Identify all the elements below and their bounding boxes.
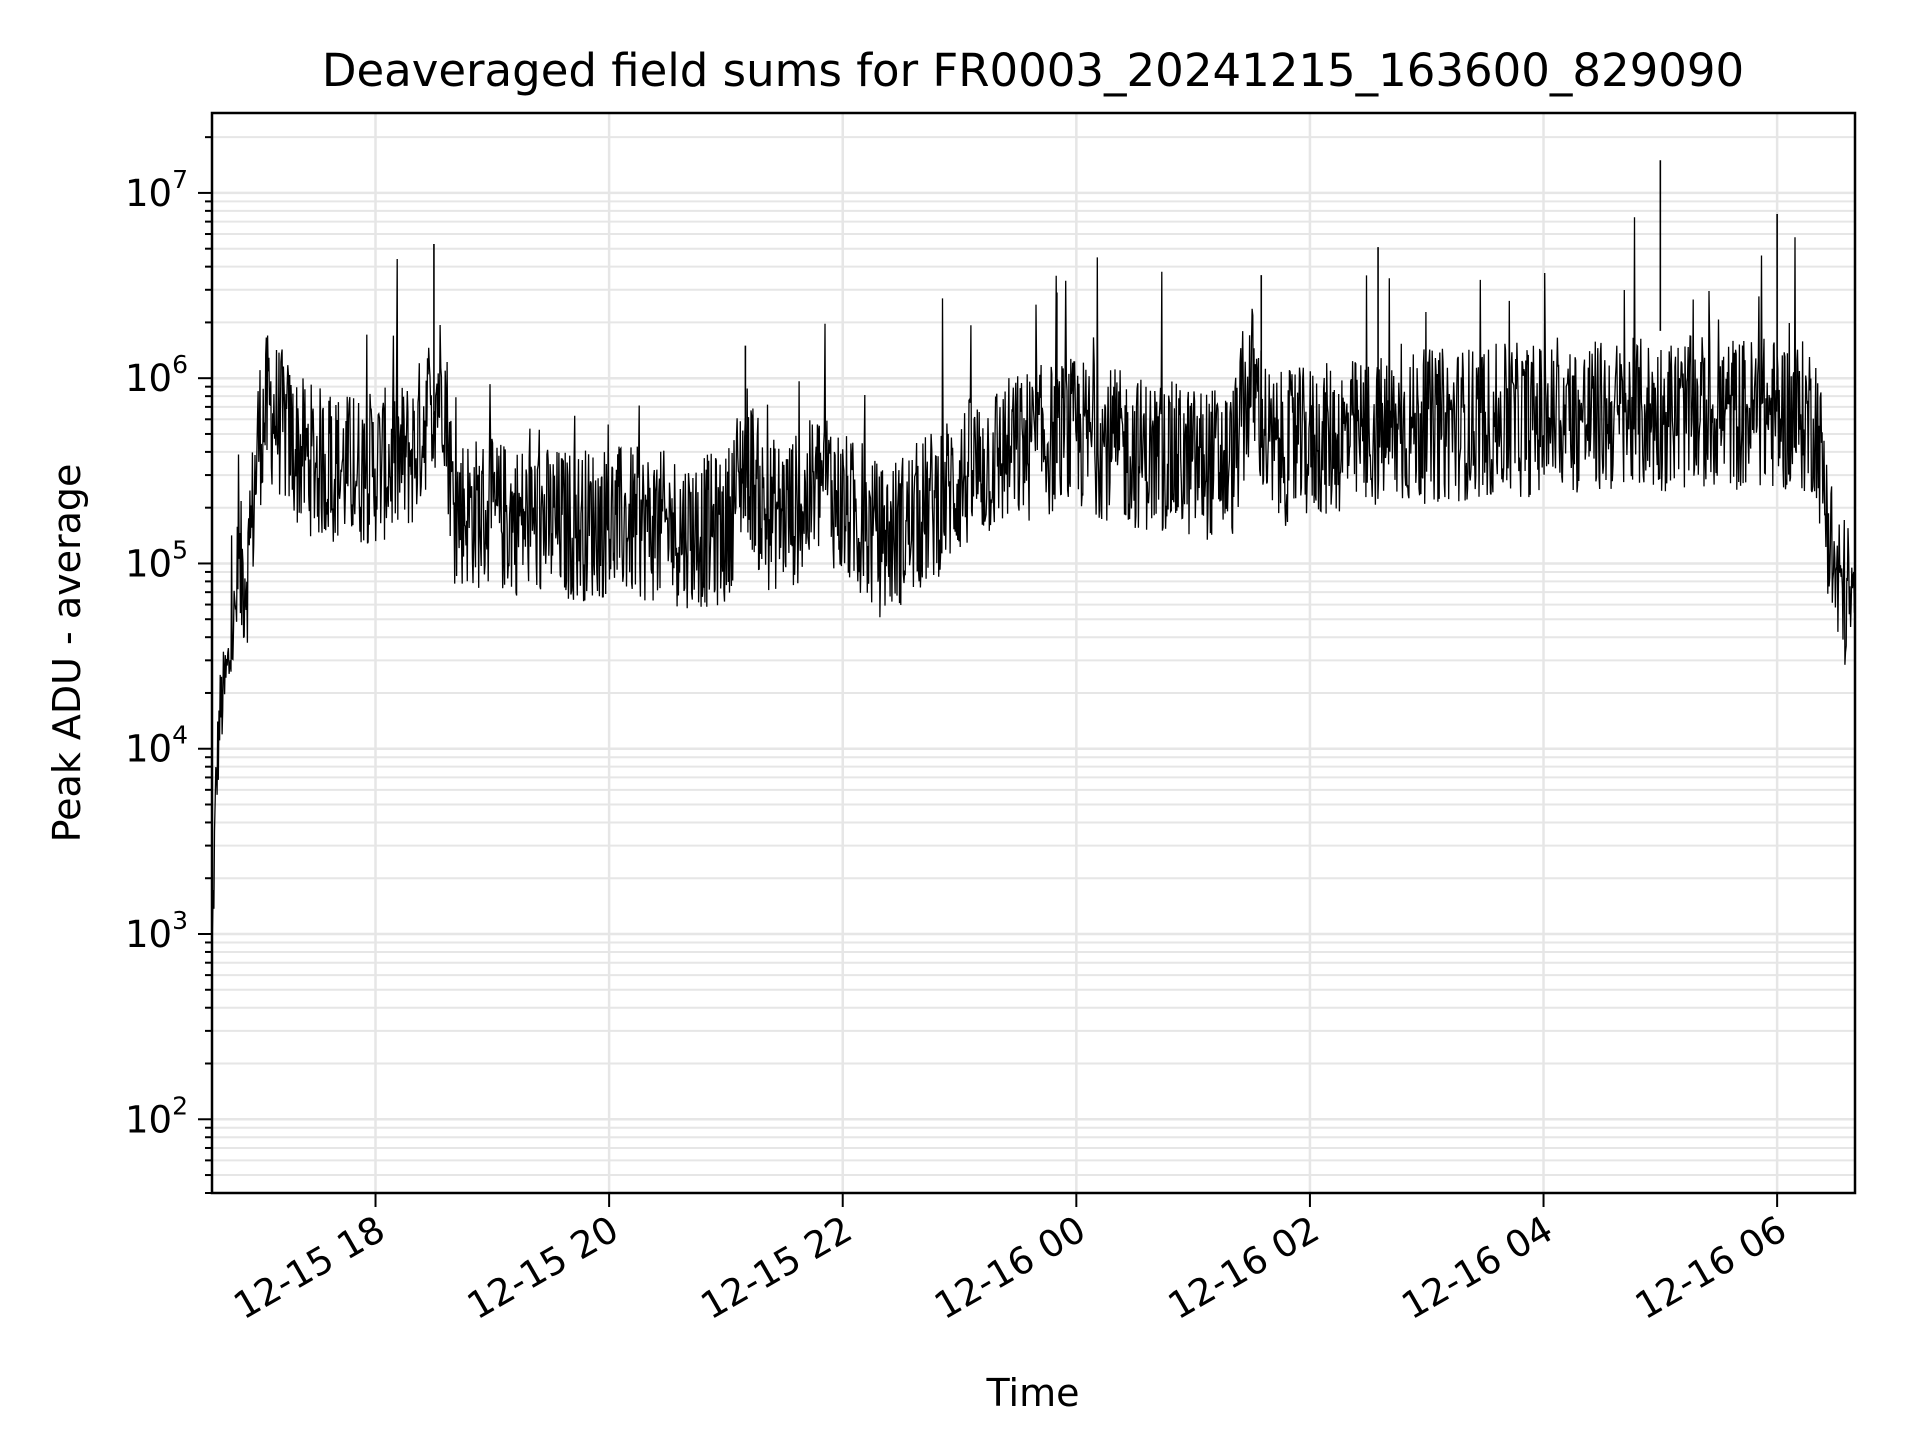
y-tick-label: 104 [125,721,188,771]
y-tick-label: 105 [125,535,188,585]
plot-frame [210,111,1857,1195]
x-axis-label: Time [986,1371,1080,1415]
y-axis-label: Peak ADU - average [45,464,89,843]
data-series [211,160,1856,949]
y-tick-label: 107 [125,165,188,215]
y-tick-label: 106 [125,350,188,400]
y-tick-label: 103 [125,906,188,956]
y-tick-label: 102 [125,1091,188,1141]
chart-title: Deaveraged field sums for FR0003_2024121… [322,44,1744,97]
series-line [211,217,1856,949]
